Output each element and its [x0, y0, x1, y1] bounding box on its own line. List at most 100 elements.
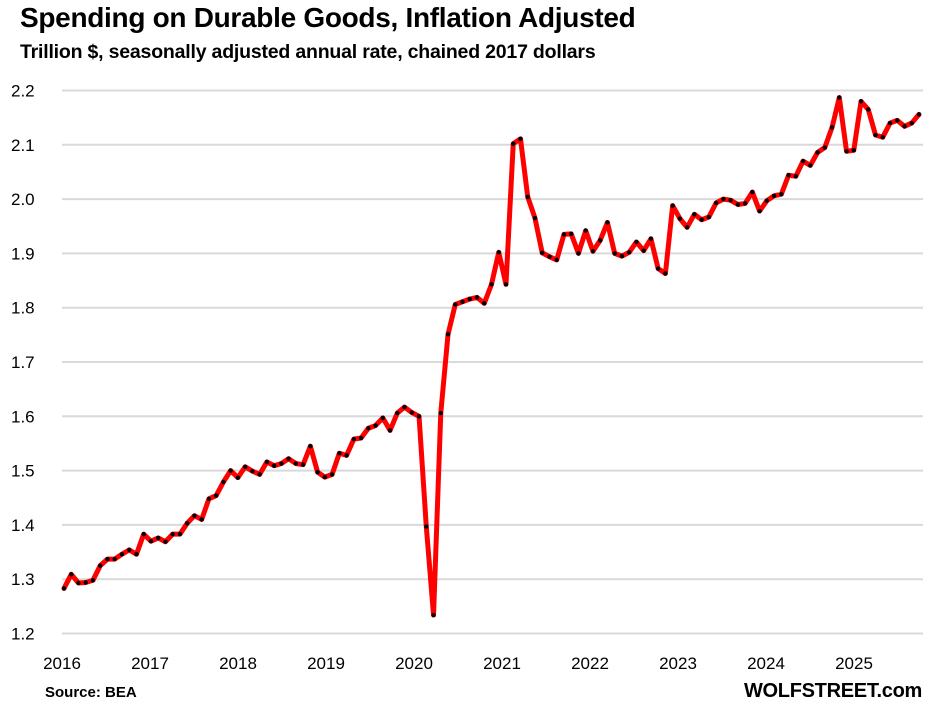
y-tick-label: 1.6 — [11, 407, 35, 426]
data-point — [540, 250, 545, 256]
data-point — [496, 250, 501, 255]
data-point — [597, 238, 603, 243]
data-point — [851, 148, 856, 153]
data-point — [648, 236, 654, 241]
data-point — [873, 132, 878, 138]
data-point — [764, 198, 770, 203]
data-point — [155, 535, 161, 541]
data-point — [895, 118, 900, 123]
data-point — [221, 479, 226, 485]
data-point — [366, 426, 371, 431]
data-point — [916, 112, 922, 117]
data-point — [590, 249, 596, 254]
data-point — [786, 173, 791, 178]
data-point — [170, 531, 175, 537]
data-point — [503, 282, 509, 287]
data-point — [518, 136, 523, 142]
data-point — [858, 99, 864, 104]
data-point — [395, 410, 400, 416]
data-point — [98, 563, 103, 568]
data-point — [887, 120, 893, 126]
data-point — [192, 513, 197, 518]
data-point — [525, 194, 530, 200]
data-point — [279, 461, 284, 466]
x-tick-label: 2021 — [483, 654, 521, 673]
data-point — [358, 435, 364, 441]
data-point — [69, 572, 74, 577]
data-point — [337, 451, 342, 456]
data-point — [409, 410, 414, 415]
data-point — [228, 468, 233, 473]
data-point — [561, 232, 567, 237]
data-point — [800, 158, 806, 164]
y-tick-label: 2.0 — [11, 190, 35, 209]
data-point — [866, 107, 871, 112]
data-point — [569, 231, 574, 237]
data-point — [257, 472, 262, 477]
data-point — [141, 531, 146, 537]
data-point — [634, 239, 639, 245]
x-tick-label: 2019 — [307, 654, 345, 673]
data-point — [677, 216, 683, 221]
data-point — [750, 189, 755, 195]
data-point — [641, 248, 646, 253]
data-point — [460, 299, 465, 304]
data-point — [583, 228, 588, 233]
data-point — [264, 459, 270, 465]
data-point — [547, 254, 552, 259]
data-point — [902, 124, 907, 129]
data-point — [127, 547, 132, 553]
data-point — [757, 208, 762, 214]
y-tick-label: 2.1 — [11, 136, 35, 155]
data-point — [844, 149, 849, 154]
data-point — [837, 95, 842, 100]
y-tick-label: 1.4 — [11, 516, 35, 535]
data-point — [329, 472, 335, 477]
x-tick-label: 2017 — [131, 654, 169, 673]
data-point — [431, 612, 436, 618]
source-note: Source: BEA — [45, 684, 137, 701]
data-point — [315, 470, 320, 475]
data-point — [815, 150, 820, 155]
data-point — [300, 462, 306, 467]
data-point — [242, 464, 248, 469]
data-point — [453, 302, 458, 307]
data-point — [119, 552, 125, 557]
data-point — [829, 125, 835, 130]
data-point — [474, 295, 480, 300]
data-point — [438, 410, 443, 416]
data-point — [612, 251, 617, 256]
data-point — [692, 212, 697, 217]
data-point — [728, 197, 733, 203]
data-point — [148, 538, 154, 544]
data-point — [880, 134, 885, 140]
data-point — [344, 453, 349, 458]
data-point — [909, 120, 914, 126]
chart-subtitle: Trillion $, seasonally adjusted annual r… — [20, 41, 596, 63]
gridlines — [62, 89, 923, 635]
data-point — [626, 250, 632, 255]
data-point — [402, 404, 407, 410]
data-point — [605, 220, 610, 225]
brand-watermark: WOLFSTREET.com — [743, 680, 922, 702]
y-tick-label: 1.2 — [11, 625, 35, 644]
data-point — [822, 145, 828, 150]
y-tick-label: 1.7 — [11, 353, 35, 372]
data-point — [76, 580, 81, 586]
y-tick-label: 1.3 — [11, 570, 35, 589]
x-tick-label: 2022 — [571, 654, 609, 673]
x-tick-label: 2023 — [659, 654, 697, 673]
y-tick-label: 1.9 — [11, 244, 35, 263]
data-point — [322, 474, 328, 480]
data-point — [576, 251, 581, 256]
data-point — [83, 580, 88, 585]
data-point — [387, 428, 393, 433]
data-point — [735, 202, 741, 207]
data-point — [706, 214, 712, 220]
data-point — [213, 493, 219, 498]
data-point — [250, 468, 255, 474]
data-point — [351, 436, 357, 442]
data-point — [163, 539, 168, 544]
data-point — [619, 253, 625, 259]
